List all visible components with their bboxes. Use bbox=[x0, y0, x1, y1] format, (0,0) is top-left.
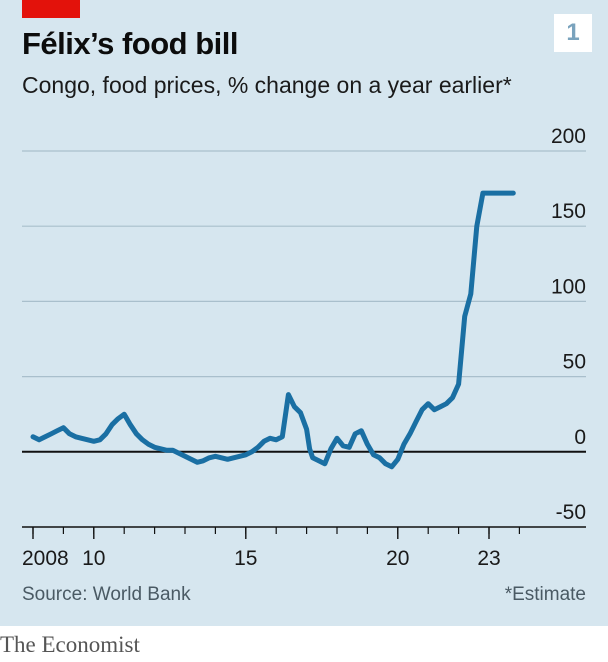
y-tick-label-4: 150 bbox=[551, 200, 586, 223]
y-tick-label-2: 50 bbox=[563, 351, 586, 374]
chart-title: Félix’s food bill bbox=[22, 26, 238, 61]
x-tick-label-0: 2008 bbox=[22, 547, 69, 570]
economist-logo-text: The Economist bbox=[0, 632, 140, 657]
y-tick-label-1: 0 bbox=[574, 426, 586, 449]
x-tick-label-3: 20 bbox=[386, 547, 409, 570]
x-tick-label-2: 15 bbox=[234, 547, 257, 570]
y-tick-label-0: -50 bbox=[556, 501, 586, 524]
chart-number-badge: 1 bbox=[554, 14, 592, 52]
grid-lines bbox=[22, 150, 586, 528]
brand-red-tag bbox=[22, 0, 80, 18]
series-group bbox=[30, 190, 516, 470]
y-axis-ticks: -50 0 50 100 150 200 bbox=[551, 125, 586, 524]
estimate-footnote: *Estimate bbox=[504, 584, 586, 605]
x-tick-label-1: 10 bbox=[82, 547, 105, 570]
x-axis: 2008 10 15 20 23 bbox=[22, 527, 521, 570]
y-tick-label-5: 200 bbox=[551, 125, 586, 148]
series-line-0 bbox=[30, 190, 516, 470]
line-chart: -50 0 50 100 150 200 2008 10 15 20 23 bbox=[22, 125, 586, 570]
source-note: Source: World Bank bbox=[22, 584, 191, 605]
chart-subtitle: Congo, food prices, % change on a year e… bbox=[22, 72, 512, 98]
y-tick-label-3: 100 bbox=[551, 275, 586, 298]
chart-panel bbox=[0, 0, 608, 626]
x-tick-label-4: 23 bbox=[477, 547, 500, 570]
